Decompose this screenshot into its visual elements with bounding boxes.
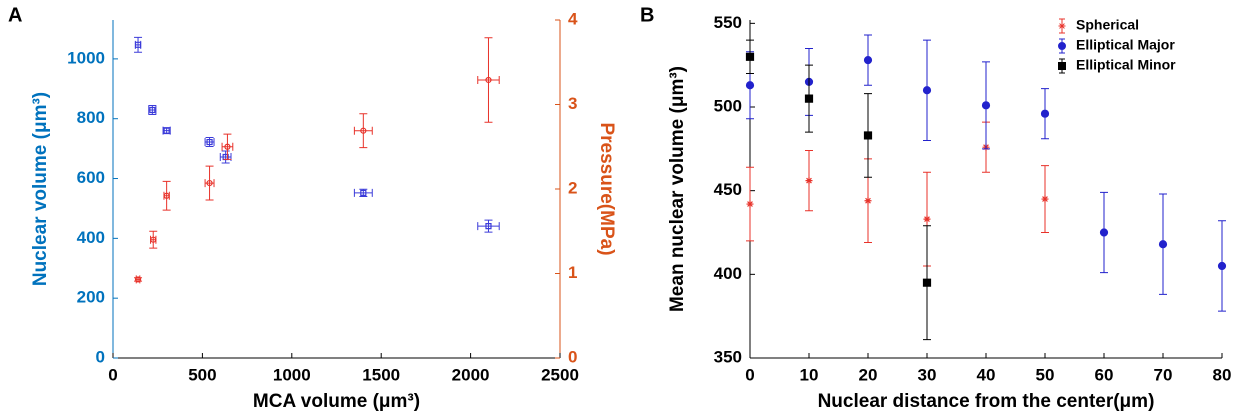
legend-marker — [1058, 18, 1066, 34]
point — [746, 200, 754, 208]
point — [804, 94, 814, 103]
legend-label: Elliptical Minor — [1076, 57, 1176, 73]
y-tick-label: 400 — [714, 264, 742, 283]
point — [163, 192, 170, 199]
point — [206, 138, 213, 146]
y-tick-label: 600 — [77, 168, 105, 187]
x-tick-label: 1500 — [362, 365, 400, 384]
point — [485, 222, 492, 230]
x-tick-label: 0 — [745, 365, 754, 384]
point — [485, 76, 492, 84]
y-tick-label: 800 — [77, 108, 105, 127]
y2-tick-label: 4 — [568, 9, 578, 28]
y-tick-label: 500 — [714, 96, 742, 115]
x-error-bar — [477, 222, 500, 231]
y-axis-label: Nuclear volume (μm³) — [30, 92, 51, 286]
x-tick-label: 0 — [108, 365, 117, 384]
point — [134, 41, 142, 48]
panel-label: A — [8, 4, 22, 26]
x-error-bar — [353, 188, 373, 197]
y2-tick-label: 3 — [568, 94, 577, 113]
y-tick-label: 350 — [714, 347, 742, 366]
point — [1158, 240, 1168, 249]
x-tick-label: 70 — [1154, 365, 1173, 384]
point — [1041, 195, 1049, 203]
x-error-bar — [477, 75, 500, 84]
legend-label: Spherical — [1076, 17, 1139, 33]
point — [981, 101, 991, 110]
point — [864, 197, 872, 205]
x-tick-label: 1000 — [273, 365, 311, 384]
point — [923, 215, 931, 223]
point — [360, 189, 367, 196]
point — [1217, 261, 1227, 271]
point — [863, 131, 873, 140]
y2-tick-label: 1 — [568, 263, 577, 282]
y-axis-label: Mean nuclear volume (μm³) — [667, 66, 688, 312]
point — [1099, 228, 1109, 237]
y2-axis-label: Pressure(MPa) — [596, 122, 617, 255]
point — [149, 106, 156, 114]
x-tick-label: 60 — [1095, 365, 1114, 384]
x-tick-label: 50 — [1036, 365, 1055, 384]
x-tick-label: 20 — [859, 365, 878, 384]
point — [360, 127, 367, 134]
point — [863, 56, 873, 65]
point — [206, 180, 213, 187]
x-axis-label: Nuclear distance from the center(μm) — [818, 391, 1155, 412]
legend-marker — [1057, 38, 1067, 54]
legend-marker — [1058, 58, 1066, 74]
legend-label: Elliptical Major — [1076, 37, 1175, 53]
x-tick-label: 2000 — [452, 365, 490, 384]
y-tick-label: 1000 — [67, 48, 105, 67]
x-error-bar — [221, 142, 234, 151]
y2-tick-label: 2 — [568, 178, 577, 197]
x-tick-label: 500 — [188, 365, 216, 384]
x-tick-label: 30 — [918, 365, 937, 384]
point — [922, 278, 932, 287]
x-error-bar — [353, 126, 373, 135]
point — [163, 127, 170, 134]
y-tick-label: 550 — [714, 13, 742, 32]
x-tick-label: 40 — [977, 365, 996, 384]
x-tick-label: 80 — [1213, 365, 1232, 384]
point — [745, 52, 755, 61]
point — [745, 81, 755, 90]
y-tick-label: 200 — [77, 288, 105, 307]
point — [805, 177, 813, 185]
point — [134, 276, 142, 283]
point — [224, 143, 231, 150]
point — [922, 86, 932, 95]
x-tick-label: 10 — [800, 365, 819, 384]
panel-label: B — [640, 4, 654, 26]
x-tick-label: 2500 — [541, 365, 579, 384]
y2-tick-label: 0 — [568, 347, 577, 366]
point — [150, 236, 157, 243]
y-tick-label: 400 — [77, 228, 105, 247]
y-tick-label: 0 — [96, 347, 105, 366]
point — [1040, 109, 1050, 118]
x-axis-label: MCA volume (μm³) — [253, 391, 420, 412]
y-tick-label: 450 — [714, 180, 742, 199]
